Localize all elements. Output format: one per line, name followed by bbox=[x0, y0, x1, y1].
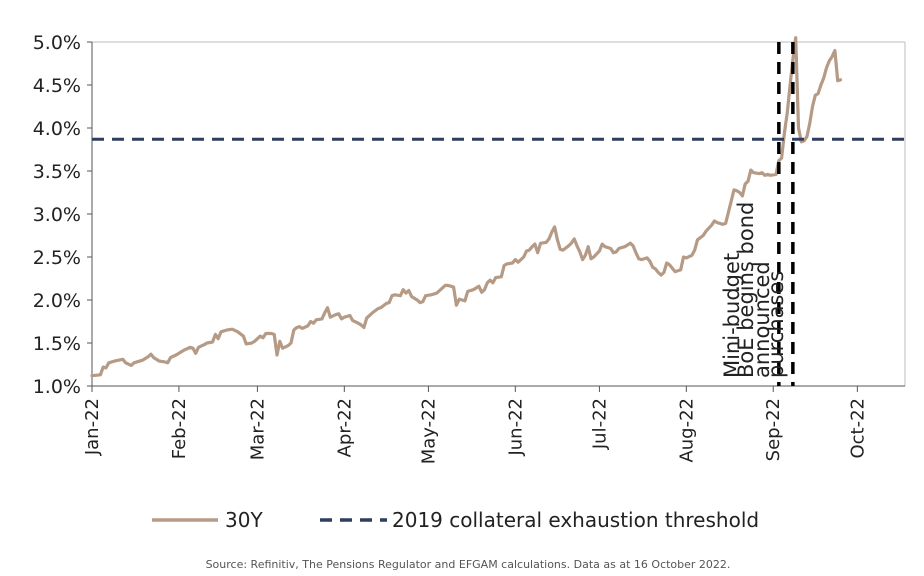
y-tick-label: 2.0% bbox=[33, 290, 81, 312]
x-tick-label: Oct-22 bbox=[847, 398, 868, 459]
y-tick-label: 2.5% bbox=[33, 247, 81, 269]
x-tick-label: Feb-22 bbox=[169, 398, 190, 459]
x-tick-label: Sep-22 bbox=[763, 398, 784, 461]
y-tick-label: 3.0% bbox=[33, 204, 81, 226]
x-tick-label: Aug-22 bbox=[676, 398, 697, 463]
y-tick-label: 1.0% bbox=[33, 376, 81, 398]
legend-label-threshold: 2019 collateral exhaustion threshold bbox=[392, 508, 759, 532]
x-tick-label: Jun-22 bbox=[505, 398, 526, 457]
x-tick-group: Jan-22 Feb-22 Mar-22 Apr-22 May-22 Jun-22 Jul-… bbox=[82, 386, 868, 464]
legend-label-30y: 30Y bbox=[225, 508, 263, 532]
y-tick-label: 4.5% bbox=[33, 75, 81, 97]
x-tick-label: May-22 bbox=[418, 398, 439, 464]
y-tick-label: 1.5% bbox=[33, 333, 81, 355]
annotation-label-mini-budget: announced bbox=[750, 261, 774, 378]
series-layer bbox=[90, 36, 905, 378]
annotation-label-mini-budget: Mini-budget bbox=[720, 253, 744, 378]
legend: 30Y 2019 collateral exhaustion threshold bbox=[152, 508, 759, 532]
y-tick-group: 5.0% 4.5% 4.0% 3.5% 3.0% 2.5% 2.0% 1.5% 1.0% bbox=[33, 32, 92, 398]
annotation-label-boe: BoE begins bond bbox=[734, 202, 758, 378]
source-note: Source: Refinitiv, The Pensions Regulato… bbox=[206, 558, 731, 571]
annotation-label-boe: purchases bbox=[764, 271, 788, 378]
x-tick-label: Jul-22 bbox=[589, 398, 610, 450]
y-tick-label: 3.5% bbox=[33, 161, 81, 183]
y-tick-label: 5.0% bbox=[33, 32, 81, 54]
x-tick-label: Mar-22 bbox=[247, 398, 268, 460]
series-line-30y bbox=[90, 36, 843, 378]
y-tick-label: 4.0% bbox=[33, 118, 81, 140]
x-tick-label: Apr-22 bbox=[334, 398, 355, 457]
x-tick-label: Jan-22 bbox=[82, 398, 103, 456]
